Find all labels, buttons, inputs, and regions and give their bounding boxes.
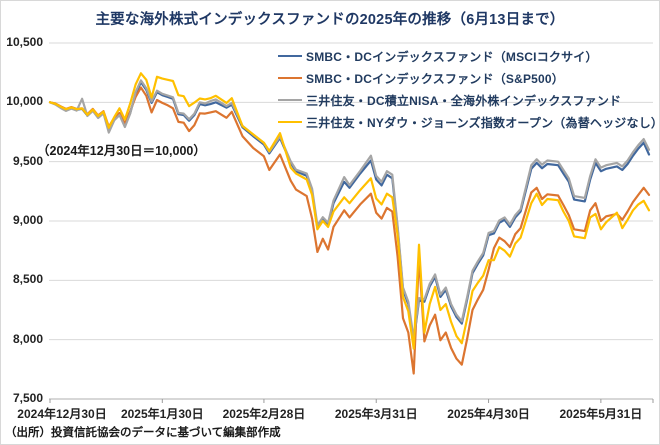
x-tick-label: 2025年1月30日 xyxy=(120,407,204,421)
legend-item: 三井住友・DC積立NISA・全海外株インデックスファンド xyxy=(278,89,659,111)
series-line xyxy=(48,79,651,340)
chart-title: 主要な海外株式インデックスファンドの2025年の推移（6月13日まで） xyxy=(95,12,565,28)
x-tick-label: 2024年12月30日 xyxy=(17,407,107,421)
legend-item: SMBC・DCインデックスファンド（MSCIコクサイ） xyxy=(278,45,659,67)
legend-item: SMBC・DCインデックスファンド（S&P500） xyxy=(278,67,659,89)
legend-line-swatch xyxy=(278,77,302,79)
source-note: （出所）投資信託協会のデータに基づいて編集部作成 xyxy=(5,427,281,439)
legend-label: SMBC・DCインデックスファンド（S&P500） xyxy=(306,71,565,86)
legend-label: SMBC・DCインデックスファンド（MSCIコクサイ） xyxy=(306,49,598,64)
legend-item: 三井住友・NYダウ・ジョーンズ指数オープン（為替ヘッジなし） xyxy=(278,111,660,133)
legend: SMBC・DCインデックスファンド（MSCIコクサイ） SMBC・DCインデックス… xyxy=(278,45,660,133)
x-tick-label: 2025年5月31日 xyxy=(559,407,643,421)
legend-label: 三井住友・NYダウ・ジョーンズ指数オープン（為替ヘッジなし） xyxy=(306,115,660,130)
x-tick-label: 2025年4月30日 xyxy=(447,407,530,421)
legend-line-swatch xyxy=(278,99,302,101)
series-line xyxy=(48,86,651,375)
y-tick-label: 9,000 xyxy=(12,213,43,227)
baseline-annotation: （2024年12月30日＝10,000） xyxy=(37,144,206,158)
series-line xyxy=(48,72,651,350)
legend-label: 三井住友・DC積立NISA・全海外株インデックスファンド xyxy=(306,93,622,108)
legend-line-swatch xyxy=(278,55,302,57)
y-tick-label: 7,500 xyxy=(12,391,43,405)
y-tick-label: 10,000 xyxy=(6,94,43,109)
y-tick-label: 8,000 xyxy=(12,331,43,346)
x-tick-label: 2025年3月31日 xyxy=(334,407,418,421)
x-tick-label: 2025年2月28日 xyxy=(222,407,306,421)
legend-line-swatch xyxy=(278,121,302,123)
y-tick-label: 8,500 xyxy=(12,272,43,287)
y-tick-label: 10,500 xyxy=(6,35,43,49)
y-tick-label: 9,500 xyxy=(12,153,43,168)
